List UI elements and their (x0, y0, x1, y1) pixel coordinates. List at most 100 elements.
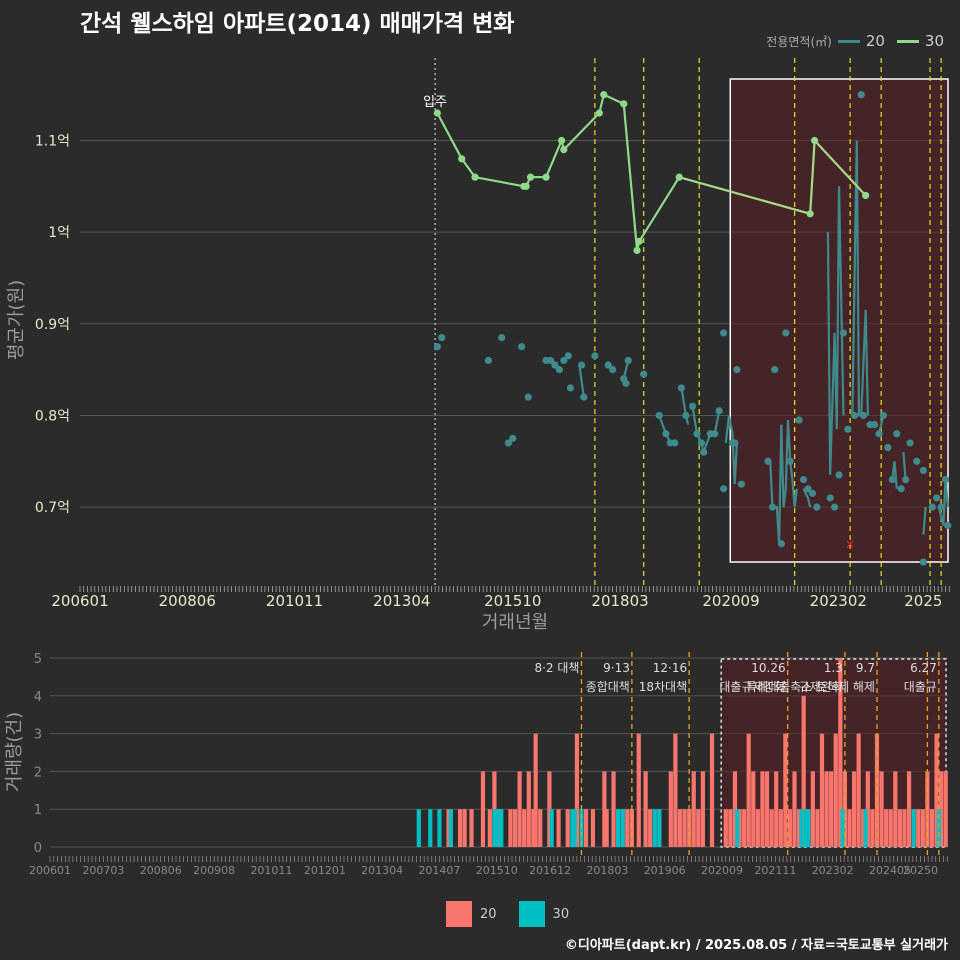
bar-20 (888, 809, 893, 847)
event-name-label: 대출규 (904, 680, 937, 694)
bar-20 (508, 809, 513, 847)
event-name-label: 종합대책 (586, 679, 630, 694)
bar-20 (522, 809, 527, 847)
x-tick-label: 201011 (266, 592, 323, 610)
series-20-point (577, 361, 586, 369)
bar-20 (916, 809, 921, 847)
series-20-point (682, 411, 690, 420)
bar-20 (462, 809, 467, 847)
series-20-line (578, 364, 585, 398)
bar-20 (668, 771, 673, 847)
chart-title: 간석 웰스하임 아파트(2014) 매매가격 변화 (80, 11, 515, 37)
series-20-point (859, 411, 868, 420)
series-20-point (835, 471, 843, 479)
series-20-point (546, 356, 555, 365)
series-20-point (693, 430, 701, 438)
event-date-label: 1.3 (824, 661, 843, 675)
series-30-line (678, 137, 867, 216)
bar-30 (448, 809, 453, 847)
bar-20 (590, 809, 596, 847)
series-20-point (826, 494, 834, 502)
series-20-point (524, 393, 532, 401)
series-20-point (808, 489, 816, 497)
bar-20 (602, 771, 607, 847)
legend-bottom: 20 30 (446, 901, 583, 927)
bar-x-tick-label: 200703 (82, 864, 124, 877)
series-20-point (777, 540, 785, 548)
bar-x-tick-label: 202405 (869, 864, 911, 877)
legend-title: 전용면적(㎡) (766, 34, 832, 49)
bar-30 (840, 809, 845, 847)
legend-line-30 (896, 39, 919, 43)
bar-20 (801, 695, 806, 847)
bar-20 (764, 771, 770, 847)
series-20-point (484, 356, 492, 365)
bar-30 (806, 809, 811, 847)
series-20-point (786, 457, 794, 465)
y-tick-label: 1억 (48, 225, 70, 241)
bar-20 (533, 733, 538, 847)
series-20-point (870, 421, 879, 429)
bar-20 (787, 809, 793, 847)
series-20-point (433, 343, 441, 351)
bar-20 (565, 809, 570, 847)
bar-30 (428, 809, 433, 847)
bar-20 (906, 771, 912, 847)
series-20-point (700, 448, 708, 456)
bar-20 (446, 809, 451, 847)
x-tick-label: 202302 (810, 592, 867, 610)
bar-20 (861, 809, 866, 847)
series-20-point (720, 329, 728, 337)
bar-20 (774, 771, 779, 847)
bar-20 (792, 771, 797, 847)
series-20-point (622, 379, 630, 387)
bar-30 (657, 809, 662, 847)
bar-x-tick-label: 201906 (644, 864, 686, 877)
bar-20 (531, 809, 536, 847)
series-20-line (922, 507, 927, 535)
series-30-point (522, 182, 530, 190)
bar-20 (939, 771, 944, 847)
bar-20 (696, 809, 701, 847)
series-20-point (720, 485, 728, 493)
bar-30 (936, 809, 941, 847)
bar-x-tick-label: 201304 (361, 864, 403, 877)
series-30-point (675, 173, 683, 181)
bar-y-axis-title: 거래량(건) (4, 712, 25, 792)
bar-x-tick-label: 200806 (140, 864, 182, 877)
bar-20 (815, 809, 820, 847)
bar-30 (803, 809, 809, 847)
move-in-annotation: 입주 (423, 95, 447, 110)
series-20-point (566, 384, 575, 392)
series-20-point (697, 439, 706, 447)
series-20-line (902, 452, 907, 480)
bar-20 (512, 809, 518, 847)
bar-x-tick-label: 201510 (476, 864, 518, 877)
bar-30 (652, 809, 657, 847)
bar-30 (549, 809, 554, 847)
y-tick-label: 0.7억 (35, 500, 70, 516)
x-tick-label: 201510 (484, 592, 541, 610)
series-20-point (933, 494, 941, 502)
series-20-point (509, 434, 517, 442)
bar-20 (737, 809, 742, 847)
series-20-point (555, 366, 563, 374)
series-30-point (433, 109, 441, 117)
y-axis-title: 평균가(원) (6, 280, 27, 360)
bar-20 (547, 771, 552, 847)
bar-20 (629, 809, 634, 847)
bar-20 (687, 809, 692, 847)
legend-swatch-30 (518, 901, 545, 927)
bar-20 (824, 771, 829, 847)
series-30-point (471, 173, 479, 181)
series-20-line (937, 479, 949, 526)
x-tick-label: 201304 (373, 592, 430, 610)
bar-20 (847, 809, 852, 847)
bar-y-tick-label: 3 (34, 728, 42, 743)
bar-20 (819, 733, 825, 847)
bar-20 (574, 733, 579, 847)
series-20-line (826, 186, 845, 476)
bar-y-tick-label: 2 (34, 765, 42, 780)
bar-x-tick-label: 201612 (529, 864, 571, 877)
